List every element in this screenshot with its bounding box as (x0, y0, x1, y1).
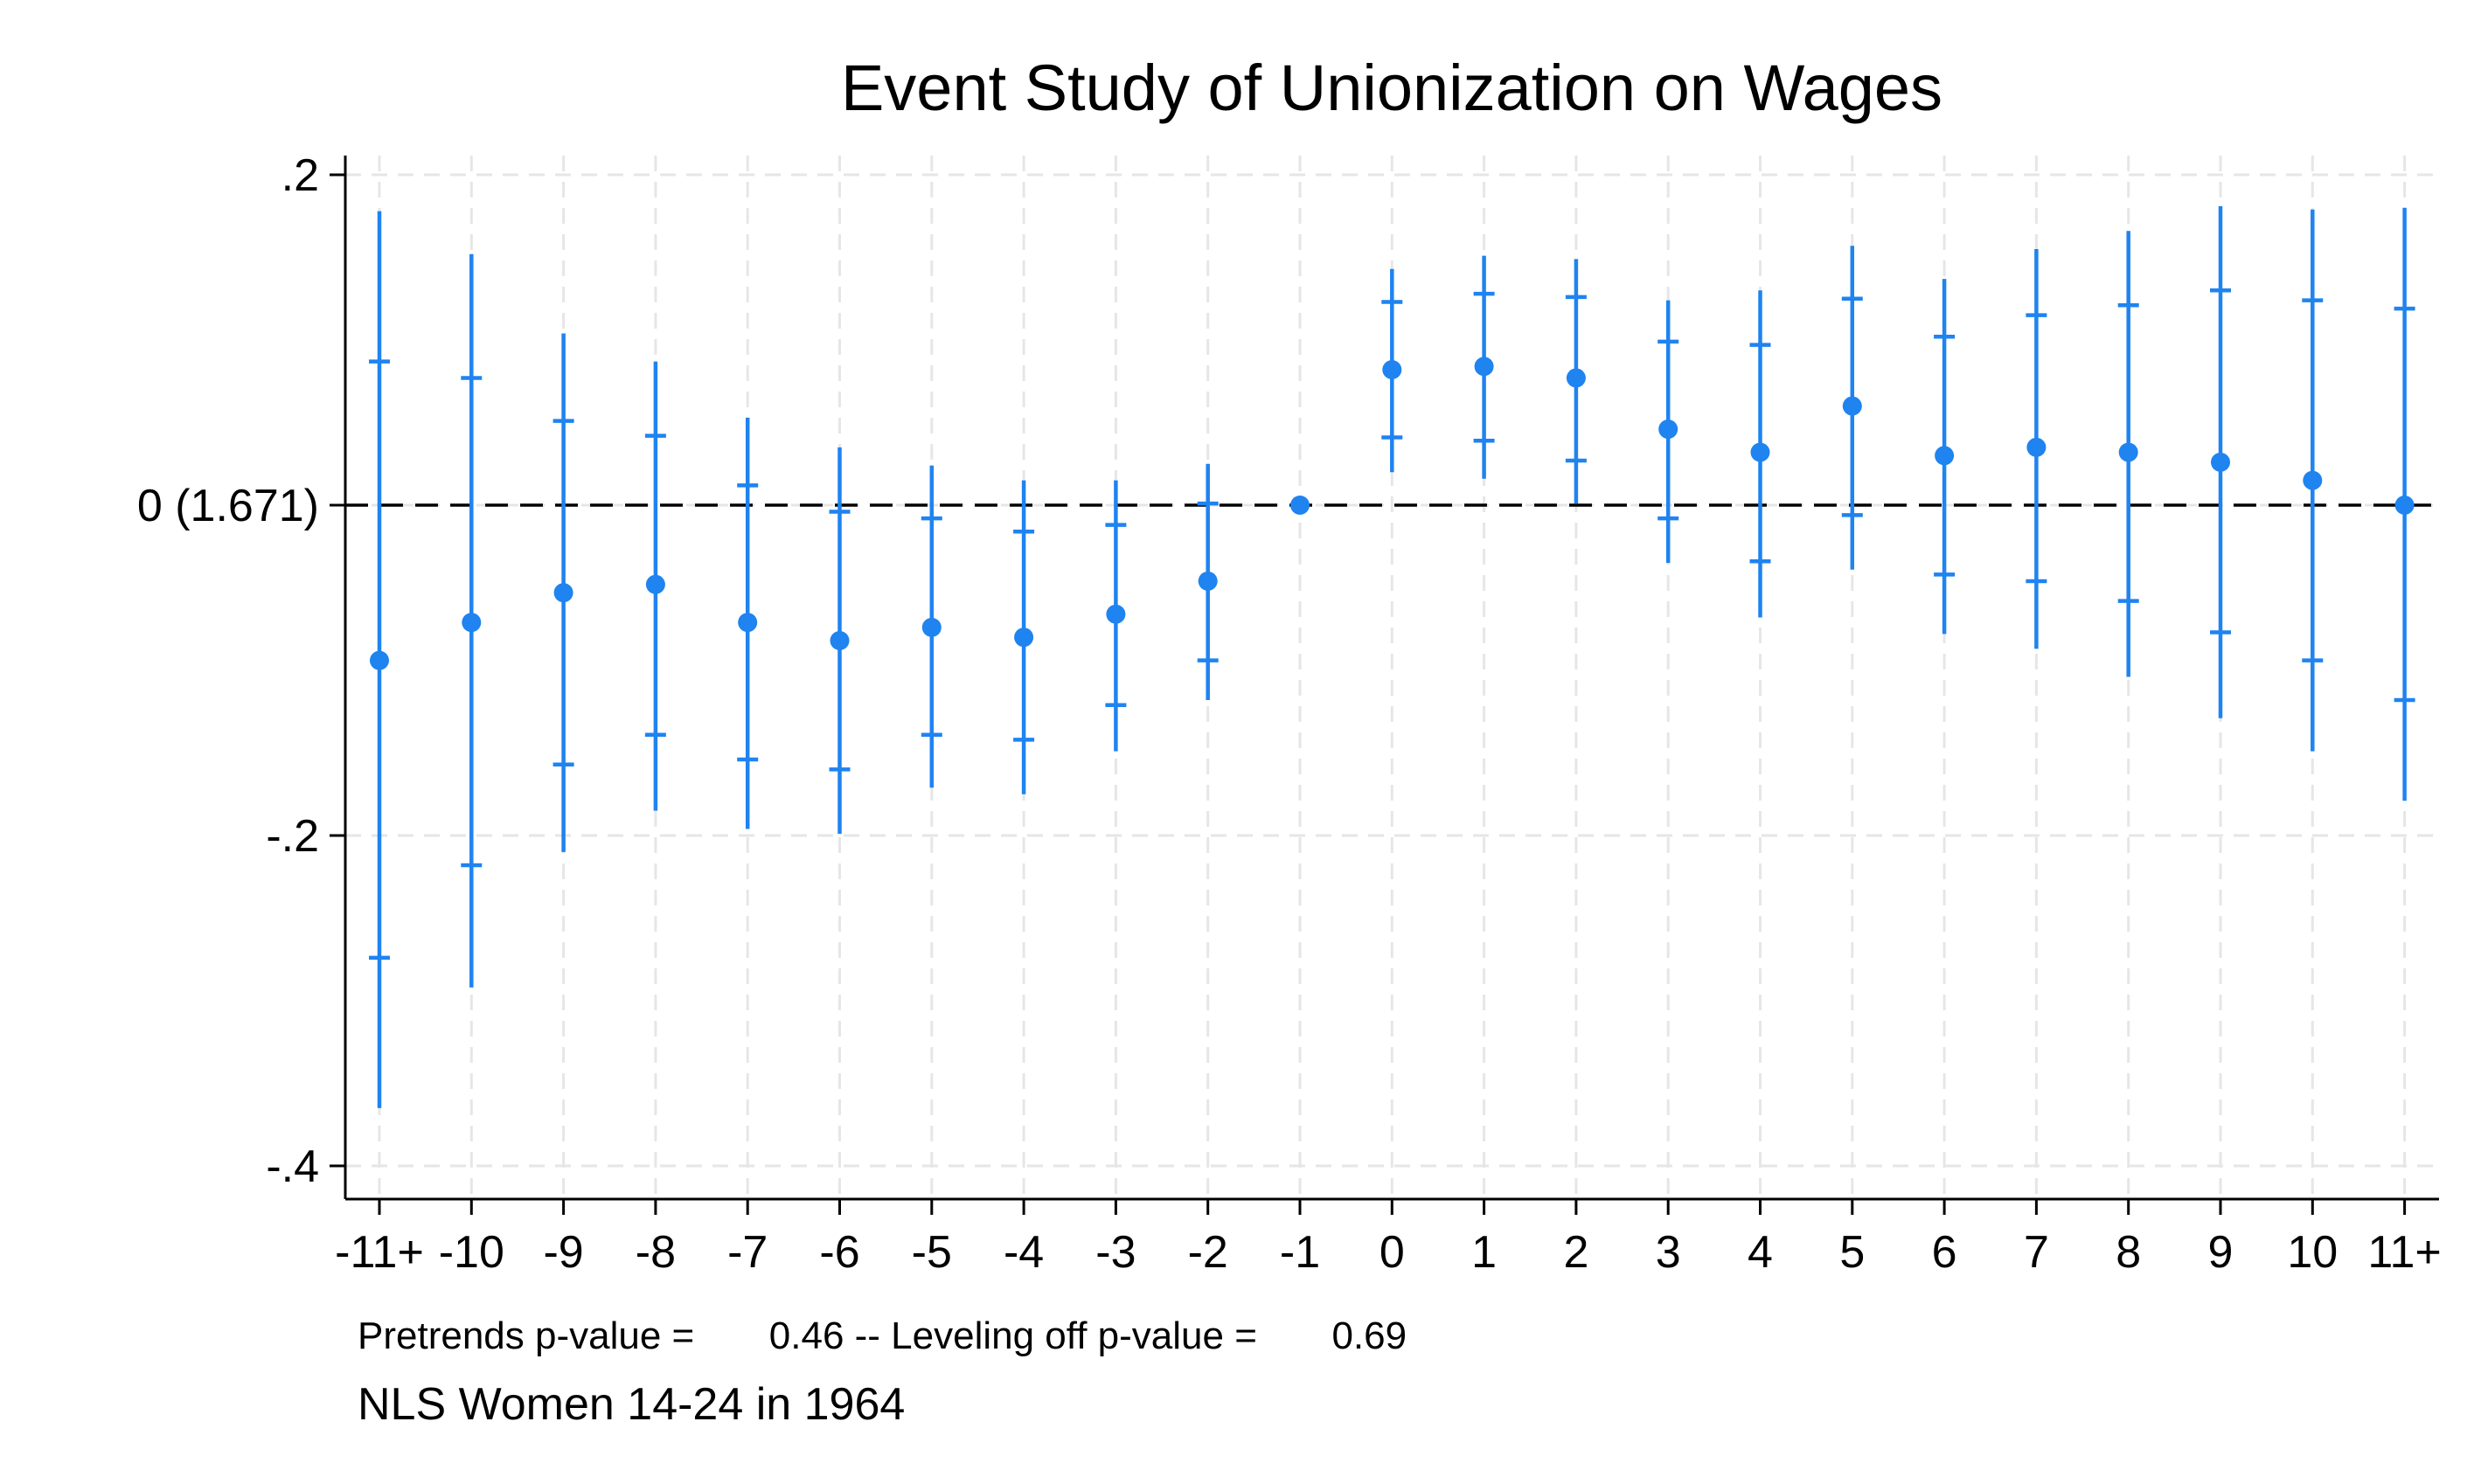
point-estimate (1290, 496, 1310, 515)
point-estimate (1474, 357, 1494, 377)
point-estimate (1842, 396, 1862, 416)
point-estimate (2118, 442, 2138, 462)
axes: .20 (1.671)-.2-.4-11+ -10 -9 -8 -7 -6 -5 -4 -3 -2… (137, 150, 2442, 1278)
y-tick-label: .2 (281, 150, 319, 201)
x-tick-label: -1 (1280, 1227, 1320, 1278)
point-estimate (1106, 604, 1126, 624)
point-estimate (1014, 628, 1034, 648)
point-estimate (2026, 437, 2047, 457)
x-tick-label: -3 (1095, 1227, 1136, 1278)
point-estimate (1382, 360, 1402, 380)
pvalue-note: Pretrends p-value = 0.46 -- Leveling off… (358, 1314, 1407, 1357)
point-estimate (1750, 442, 1770, 462)
point-estimate (1658, 420, 1678, 440)
chart-title: Event Study of Unionization on Wages (841, 52, 1942, 124)
x-tick-label: 1 (1471, 1227, 1497, 1278)
point-estimate (830, 630, 850, 650)
point-estimate (553, 583, 573, 603)
x-tick-label: 3 (1656, 1227, 1681, 1278)
y-tick-label: 0 (1.671) (137, 481, 319, 531)
x-tick-label: -6 (819, 1227, 859, 1278)
point-estimate (1566, 368, 1586, 388)
grid-lines (345, 156, 2439, 1199)
x-tick-label: 0 (1379, 1227, 1405, 1278)
x-tick-label: 2 (1563, 1227, 1588, 1278)
x-tick-label: 9 (2208, 1227, 2234, 1278)
point-estimate (2211, 452, 2230, 472)
sample-note: NLS Women 14-24 in 1964 (358, 1379, 905, 1430)
x-tick-label: -11+ (335, 1227, 424, 1278)
point-estimate (1198, 571, 1218, 591)
x-tick-label: 6 (1932, 1227, 1957, 1278)
x-tick-label: 10 (2287, 1227, 2338, 1278)
x-tick-label: -4 (1004, 1227, 1044, 1278)
x-tick-label: -5 (912, 1227, 952, 1278)
x-tick-label: -7 (727, 1227, 768, 1278)
x-tick-label: -9 (543, 1227, 583, 1278)
x-tick-label: -10 (439, 1227, 504, 1278)
point-estimate (1935, 446, 1955, 466)
y-tick-label: -.4 (266, 1141, 319, 1192)
point-estimate (370, 650, 389, 670)
point-estimate (645, 574, 665, 594)
y-tick-label: -.2 (266, 811, 319, 862)
point-estimate (2303, 470, 2323, 490)
point-estimate (738, 613, 758, 633)
x-tick-label: 7 (2024, 1227, 2049, 1278)
x-tick-label: -2 (1188, 1227, 1228, 1278)
x-tick-label: 11+ (2367, 1227, 2441, 1278)
x-tick-label: 5 (1839, 1227, 1865, 1278)
data-series (369, 205, 2415, 1108)
point-estimate (2394, 496, 2415, 515)
point-estimate (921, 617, 942, 637)
x-tick-label: -8 (636, 1227, 676, 1278)
point-estimate (462, 613, 482, 633)
x-tick-label: 8 (2116, 1227, 2141, 1278)
x-tick-label: 4 (1748, 1227, 1773, 1278)
